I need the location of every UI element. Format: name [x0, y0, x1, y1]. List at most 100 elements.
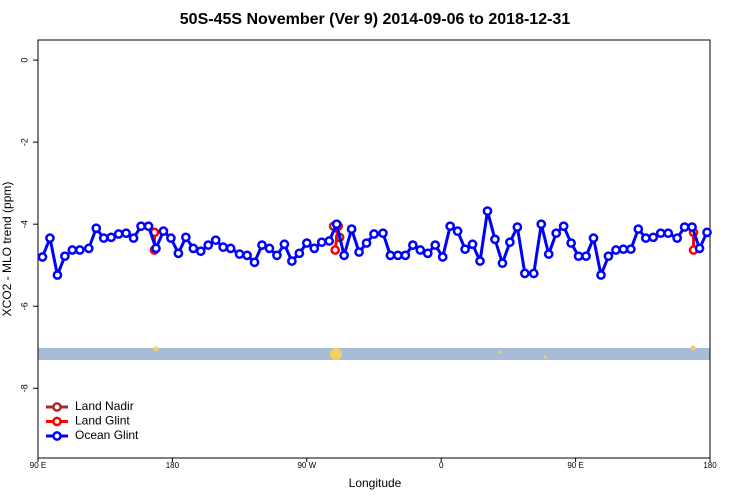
data-point	[626, 244, 636, 255]
data-point	[361, 238, 372, 248]
data-point	[346, 224, 357, 234]
y-tick-label: -8	[19, 384, 29, 392]
data-point	[430, 240, 441, 250]
data-point	[106, 232, 117, 243]
data-point	[648, 232, 659, 243]
data-point	[528, 268, 539, 279]
data-point	[672, 233, 682, 243]
data-point	[505, 237, 515, 248]
data-point	[475, 256, 485, 266]
data-point	[393, 250, 403, 261]
plot-frame	[37, 39, 711, 459]
data-point	[301, 238, 312, 248]
data-point	[331, 219, 342, 230]
series-line	[41, 209, 709, 277]
data-point	[482, 206, 493, 216]
data-point	[618, 244, 629, 255]
data-point	[467, 239, 478, 250]
data-point	[437, 252, 448, 262]
data-point	[415, 245, 426, 255]
data-point	[452, 226, 463, 237]
data-point	[166, 233, 176, 243]
data-point	[234, 249, 245, 259]
data-point	[339, 250, 349, 261]
sun-dot	[498, 350, 502, 354]
y-tick-label: -2	[19, 138, 29, 146]
data-point	[330, 245, 341, 255]
data-point	[702, 227, 712, 238]
data-point	[460, 244, 470, 255]
data-point	[218, 242, 229, 253]
data-point	[37, 252, 48, 262]
data-point	[324, 236, 335, 246]
data-point	[91, 223, 102, 234]
data-point	[581, 251, 591, 262]
data-point	[512, 222, 523, 232]
data-point	[596, 270, 606, 280]
data-point	[407, 240, 418, 250]
data-point	[279, 239, 290, 250]
data-point	[136, 221, 146, 232]
data-point	[573, 251, 584, 262]
data-point	[264, 243, 275, 254]
data-point	[143, 221, 154, 232]
data-point	[422, 248, 433, 259]
data-point	[173, 248, 184, 259]
legend-label: Land Glint	[75, 414, 130, 428]
sun-dot	[153, 346, 159, 352]
legend-marker	[52, 431, 62, 441]
data-point	[210, 235, 221, 246]
data-point	[519, 268, 530, 279]
x-axis-label: Longitude	[349, 476, 402, 490]
data-point	[60, 251, 70, 262]
data-point	[633, 224, 644, 234]
data-point	[611, 245, 621, 255]
y-axis-label: XCO2 - MLO trend (ppm)	[0, 182, 14, 317]
legend-label: Ocean Glint	[75, 428, 139, 442]
data-point	[543, 249, 554, 259]
data-point	[242, 250, 252, 261]
data-point	[354, 247, 364, 257]
data-point	[369, 229, 379, 239]
x-tick-label: 180	[166, 461, 180, 470]
sun-dot	[543, 355, 547, 359]
x-tick-label: 90 W	[297, 461, 316, 470]
data-point	[588, 233, 599, 243]
data-point	[294, 248, 305, 259]
data-point	[679, 222, 690, 232]
data-point	[45, 233, 55, 243]
y-tick-label: -6	[19, 302, 29, 310]
data-point	[180, 232, 191, 243]
data-point	[158, 226, 169, 237]
data-point	[188, 243, 199, 254]
data-point	[497, 258, 508, 269]
data-point	[378, 228, 388, 239]
data-point	[687, 222, 697, 232]
x-tick-label: 180	[703, 461, 717, 470]
data-point	[640, 233, 651, 243]
data-point	[558, 221, 569, 232]
surface-band	[38, 348, 710, 360]
chart-title: 50S-45S November (Ver 9) 2014-09-06 to 2…	[180, 11, 571, 28]
data-point	[257, 240, 267, 250]
data-point	[309, 243, 320, 254]
data-point	[566, 238, 576, 248]
data-point	[195, 246, 206, 257]
data-point	[203, 240, 214, 250]
data-point	[316, 237, 327, 248]
data-point	[655, 228, 666, 239]
data-point	[287, 256, 297, 266]
data-point	[490, 234, 500, 245]
data-point	[113, 229, 124, 239]
data-point	[663, 228, 674, 239]
data-point	[74, 245, 85, 255]
data-point	[67, 245, 78, 255]
legend-marker	[52, 416, 62, 427]
legend-marker	[52, 402, 62, 412]
data-point	[128, 233, 139, 243]
x-tick-label: 90 E	[30, 461, 46, 470]
data-point	[98, 233, 109, 243]
sun-dot	[330, 348, 342, 360]
sun-dot	[690, 345, 696, 351]
